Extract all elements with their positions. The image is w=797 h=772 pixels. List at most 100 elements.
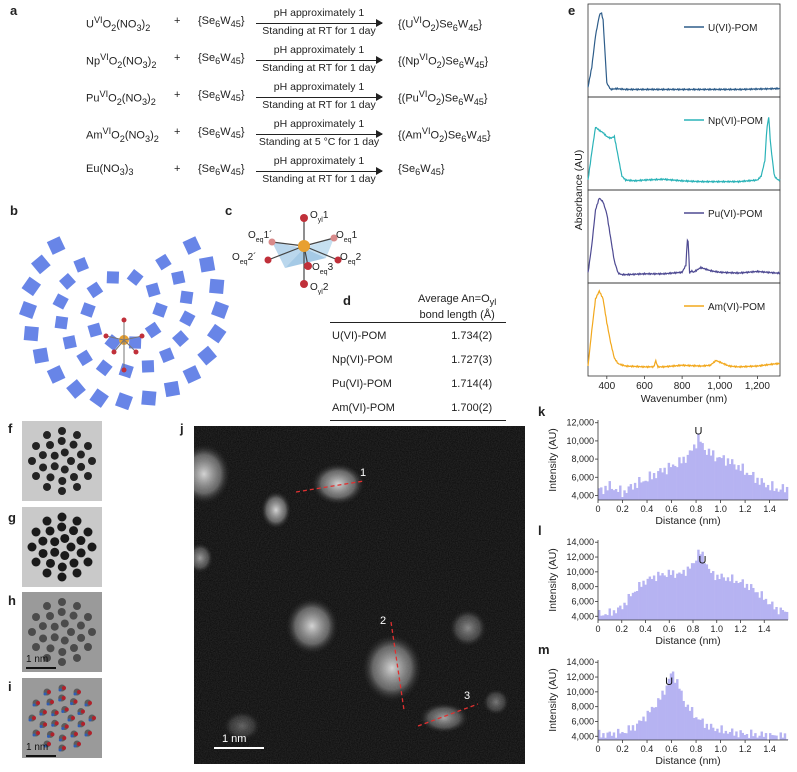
histogram-bar [745,734,749,740]
atom-column [88,628,96,636]
atom-column [73,431,81,440]
histogram-bar [602,494,605,500]
histogram-bar [671,671,675,740]
histogram-bar [678,688,681,740]
y-tick-label: 10,000 [566,436,594,446]
histogram-bar [604,485,607,500]
x-tick-label: 1.2 [734,624,747,634]
overlay-atom-red [50,732,55,737]
histogram-bar [705,723,709,740]
x-tick-label: 0.2 [616,504,629,514]
histogram-bar [737,583,740,620]
atom-column [83,557,93,567]
histogram-bar [752,587,755,620]
histogram-bar [640,586,643,620]
histogram-bar [773,490,776,500]
oxygen-atom [133,349,139,355]
x-tick-label: 0 [595,744,600,754]
atom-column [50,462,59,471]
atom-column [72,568,82,578]
atom-column [57,608,66,617]
histogram-bar [631,489,635,500]
polyhedron [106,271,120,284]
histogram-bar [614,489,618,500]
histogram-bar [697,719,700,740]
histogram-bar [642,580,645,620]
overlay-atom-blue [70,734,74,738]
condition-bottom-4: Standing at RT for 1 day [262,173,376,185]
coordination-geometry-diagram: Oyl1 Oeq1´ Oeq1 Oeq2´ Oeq3 Oeq2 Oyl2 [232,210,362,295]
histogram-bar [621,609,624,620]
x-axis-label: Distance (nm) [655,755,720,767]
histogram-bar [701,718,704,740]
peak-annotation: U [699,555,707,567]
series-line-2 [587,197,781,277]
atom-column [42,516,52,526]
histogram-bar [739,470,742,500]
overlay-atom-blue [70,702,74,706]
x-tick-label: 0.8 [690,744,703,754]
atom-column [58,658,66,666]
histogram-bar [655,478,658,500]
histogram-bar [771,601,774,620]
y-tick-label: 4,000 [571,731,594,741]
x-tick-label: 0.8 [687,624,700,634]
histogram-bar [604,737,607,740]
absorbance-chart: U(VI)-POM Np(VI)-POM Pu(VI)-POM Am(VI)-POM 4… [573,3,781,405]
histogram-bar [743,587,747,620]
histogram-bar [699,554,702,620]
histogram-bar [777,614,780,620]
atom-column [45,526,55,536]
intensity-profile-l: 4,000 6,000 8,000 10,000 12,000 14,000 0 0.2 0.4… [547,537,789,647]
atom-column [87,542,97,552]
histogram-bar [680,573,683,620]
histogram-bar [735,580,738,620]
histogram-bar [739,582,742,620]
atom-column [69,644,78,653]
marker-1: 1 [360,467,366,479]
histogram-bar [705,564,709,620]
histogram-bar [667,678,671,740]
bond-length-value: 1.727(3) [451,354,493,366]
x-tick-label: 1.0 [710,624,723,634]
atom-column [83,472,92,480]
polyhedron [54,315,69,330]
atom-column [50,622,59,631]
histogram-bar [678,457,681,500]
histogram-bar [684,462,687,500]
histogram-bar [769,604,772,620]
atom-column [43,653,51,662]
histogram-bar [674,465,677,500]
line-profile-3 [417,703,479,727]
atom-column [69,440,78,449]
overlay-atom-red [87,731,92,735]
polyhedron [62,335,77,350]
histogram-bar [659,575,662,620]
histogram-bar [680,463,683,500]
plus-2: + [174,89,181,101]
atom-column [60,448,69,457]
histogram-bar [640,482,643,500]
table-d-header: Average An=Oyl bond length (Å) [418,293,496,322]
atom-column [57,437,66,446]
histogram-bar [682,569,685,620]
atom-column [60,533,70,543]
intensity-profile-m: 4,000 6,000 8,000 10,000 12,000 14,000 0 0.2 0.4… [547,657,789,767]
atom-column [58,427,66,435]
histogram-bar [661,573,664,620]
histogram-bar [728,581,732,620]
histogram-bar [669,673,673,740]
histogram-bar [724,580,728,620]
histogram-bar [756,477,759,500]
reagent-4: {Se6W45} [198,163,245,178]
histogram-bar [640,720,643,740]
reagent-0: {Se6W45} [198,15,245,30]
histogram-bar [775,735,778,740]
x-tick-label: 1.0 [714,744,727,754]
histogram-bar [703,727,706,740]
atom-column [42,568,52,578]
atom-column [83,613,92,621]
atom-column [46,644,55,653]
polyhedron [209,278,225,294]
histogram-bar [657,698,660,740]
